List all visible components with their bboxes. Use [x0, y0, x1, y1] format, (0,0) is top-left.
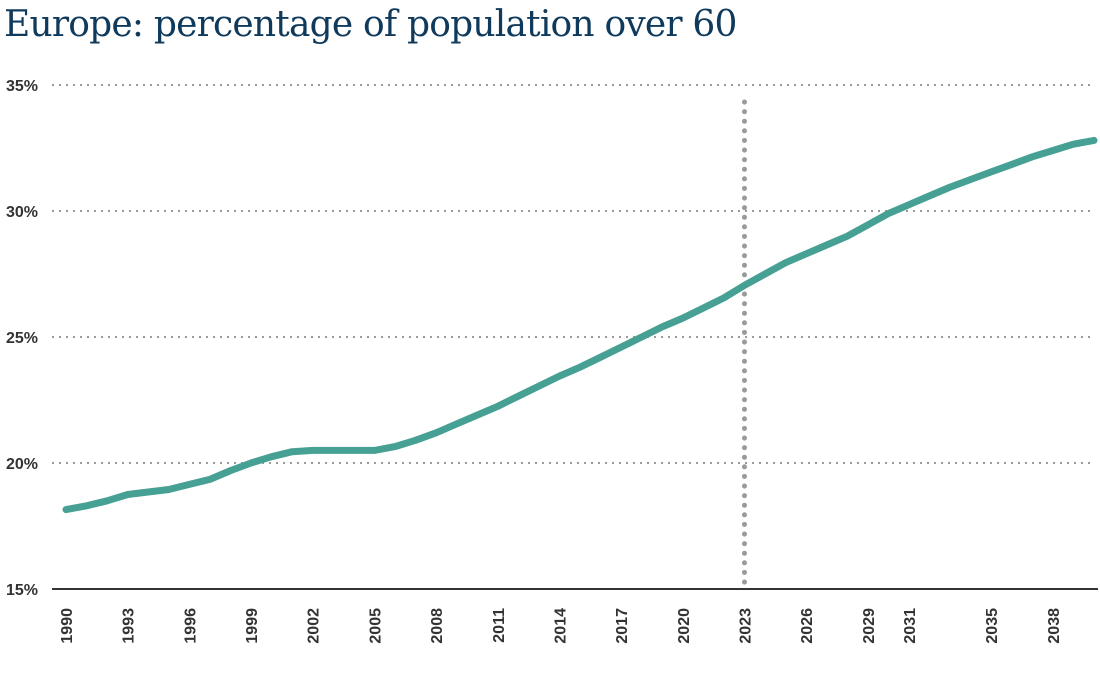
y-axis-tick-labels: 15% 20% 25% 30% 35% [6, 78, 38, 599]
gridlines [52, 84, 1094, 464]
x-tick-label: 1999 [244, 608, 261, 644]
x-tick-label: 2017 [614, 608, 631, 644]
series-line-0 [62, 136, 1098, 514]
x-tick-label: 2038 [1046, 608, 1063, 644]
x-tick-label: 2008 [429, 608, 446, 644]
x-tick-label: 2014 [552, 608, 569, 644]
x-tick-label: 2031 [902, 608, 919, 644]
x-axis-tick-labels: 1990 1993 1996 1999 2002 2005 2008 2011 2014 2017… [59, 608, 1063, 644]
x-tick-label: 2020 [676, 608, 693, 644]
y-tick-label: 30% [6, 204, 38, 221]
x-tick-label: 2005 [367, 608, 384, 644]
x-tick-label: 2026 [799, 608, 816, 644]
chart-title: Europe: percentage of population over 60 [4, 4, 737, 45]
x-tick-label: 2023 [737, 608, 754, 644]
y-tick-label: 25% [6, 330, 38, 347]
x-tick-label: 2002 [306, 608, 323, 644]
y-tick-label: 35% [6, 78, 38, 95]
y-tick-label: 15% [6, 582, 38, 599]
y-tick-label: 20% [6, 456, 38, 473]
x-tick-label: 2011 [491, 608, 508, 643]
x-tick-label: 1990 [59, 608, 76, 644]
x-tick-label: 1996 [182, 608, 199, 644]
series-group [62, 136, 1098, 514]
x-tick-label: 2035 [984, 608, 1001, 644]
x-tick-label: 2029 [861, 608, 878, 644]
x-tick-label: 1993 [121, 608, 138, 644]
